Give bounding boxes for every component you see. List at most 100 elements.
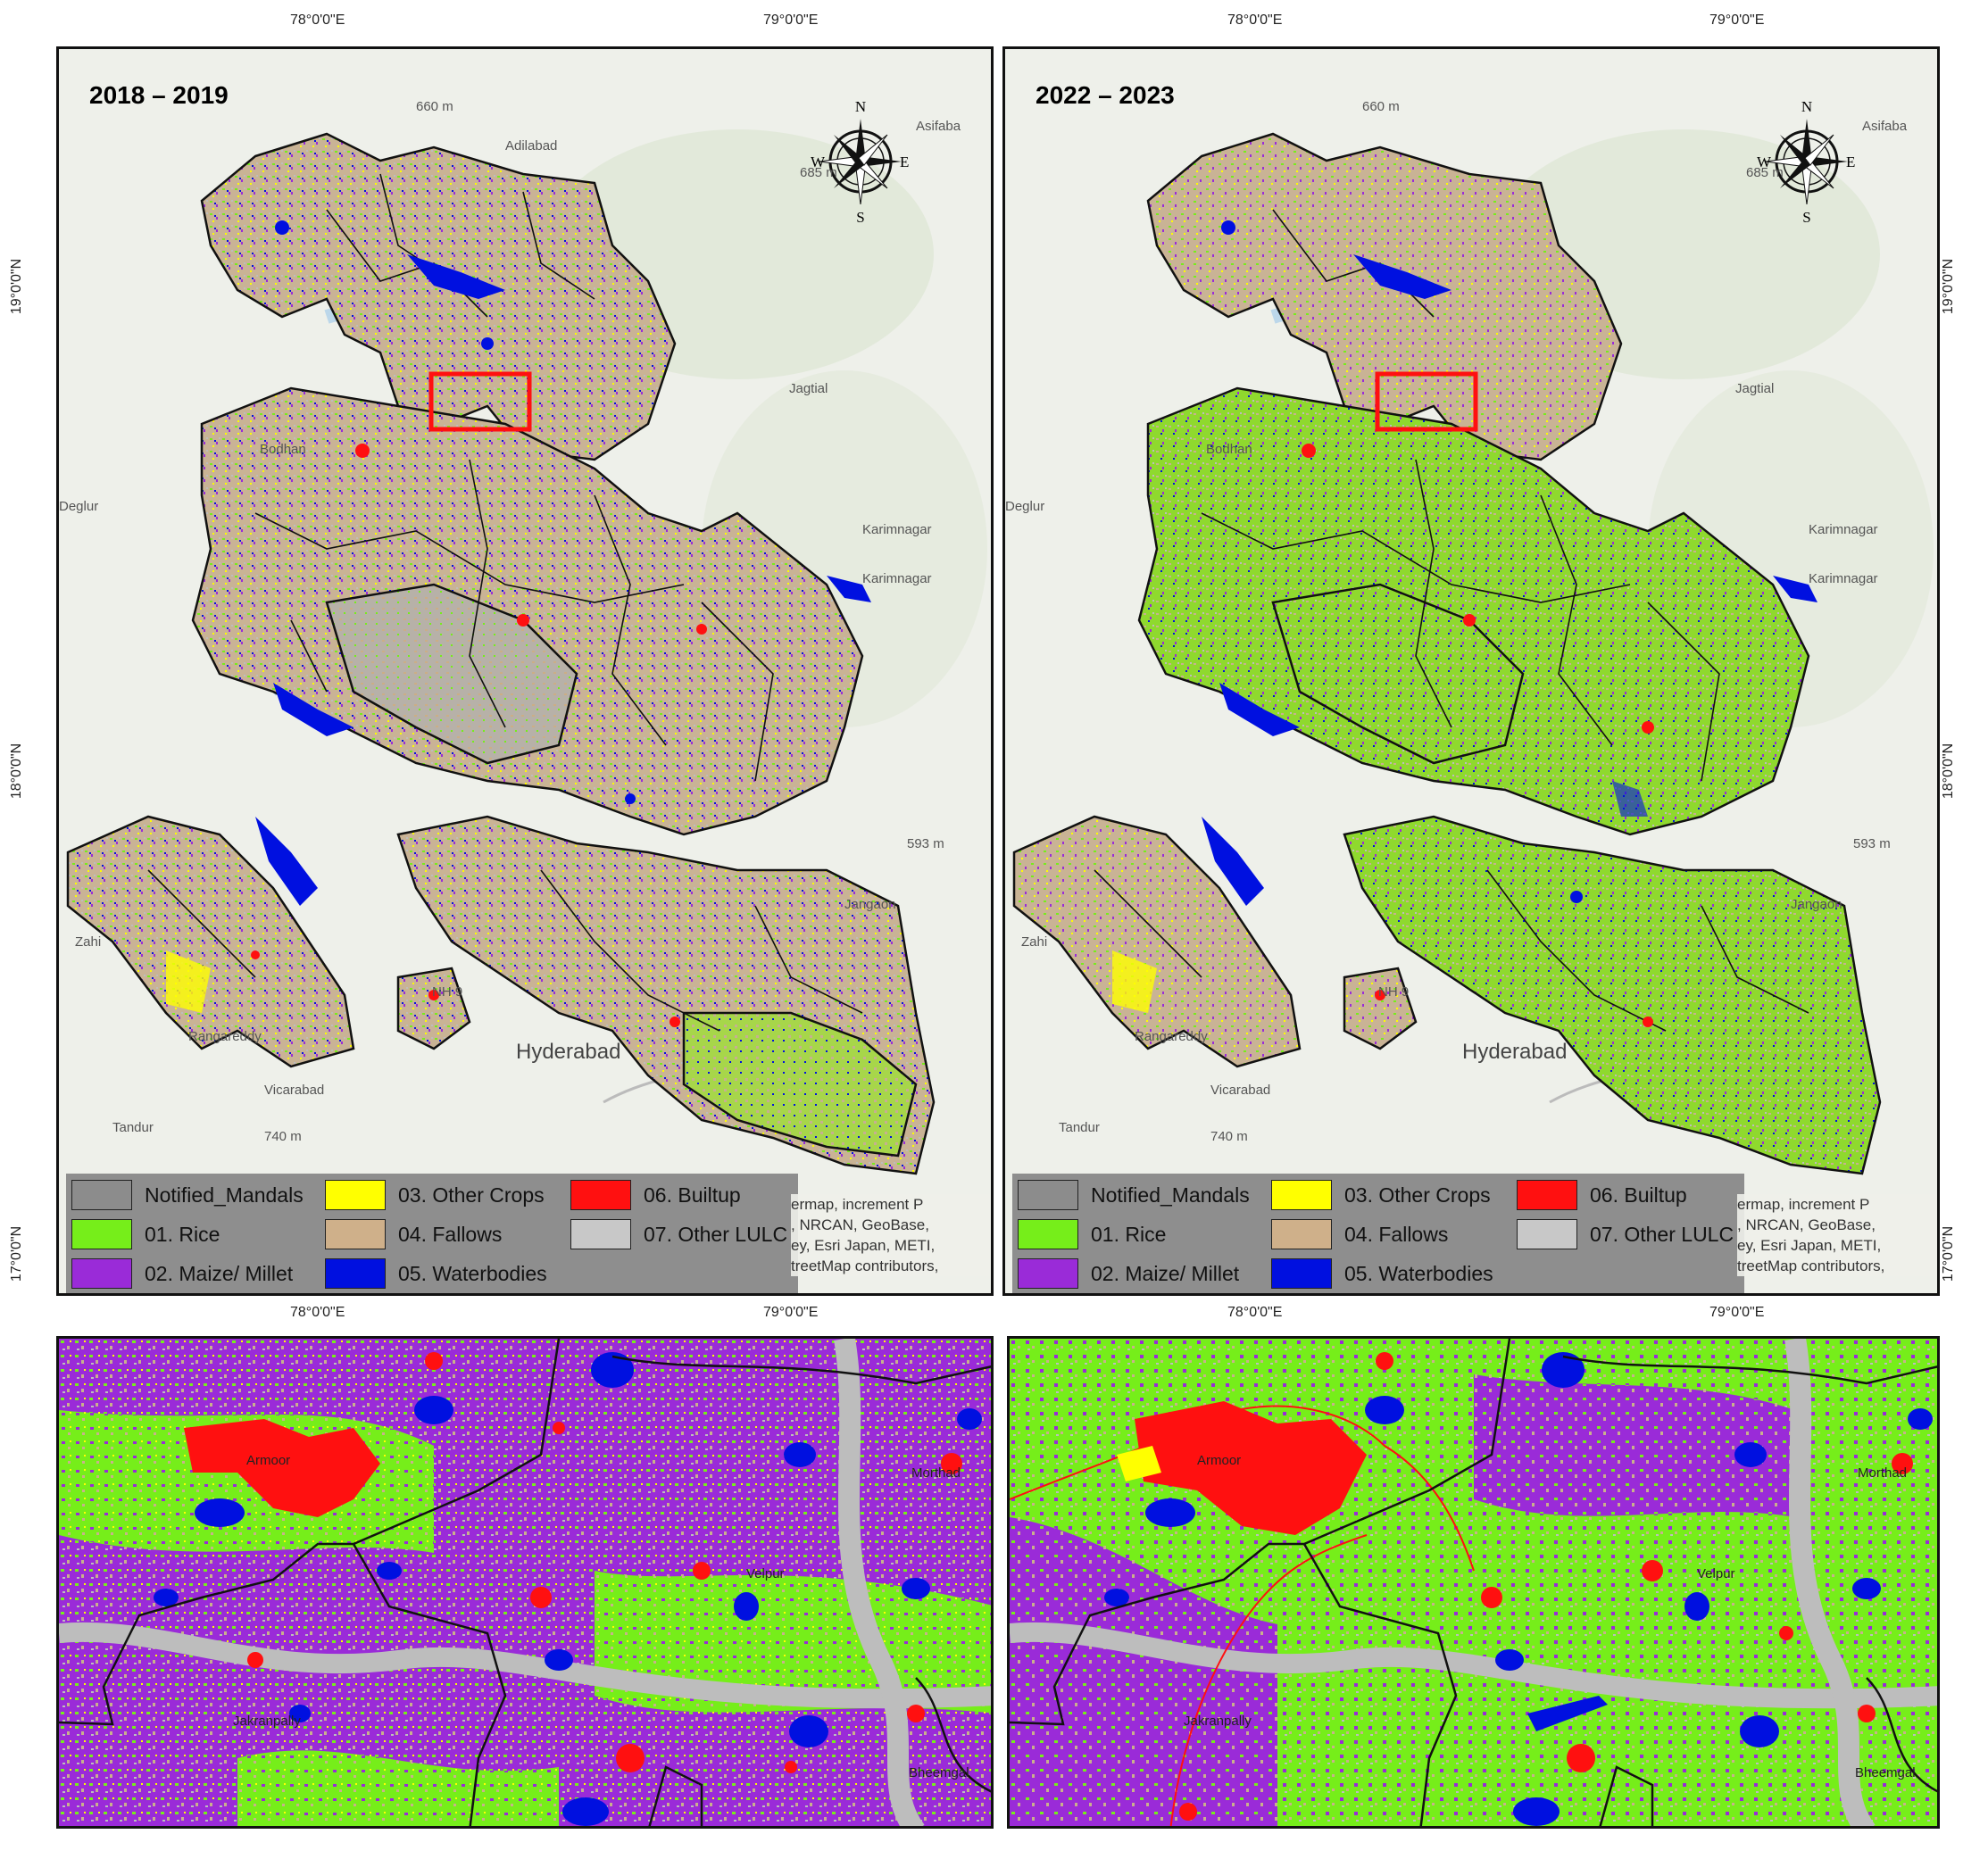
elevation-label: 660 m xyxy=(416,99,453,114)
svg-text:S: S xyxy=(856,209,864,224)
place-label: Jagtial xyxy=(789,381,828,396)
legend-item: 06. Builtup xyxy=(570,1177,741,1213)
place-label: Karimnagar xyxy=(862,522,932,537)
zoom-place-label: Morthad xyxy=(1858,1465,1908,1481)
legend-item: 01. Rice xyxy=(1018,1216,1166,1252)
lon-tick-label: 78°0'0"E xyxy=(1227,12,1283,28)
place-label: Deglur xyxy=(59,499,99,514)
legend-swatch xyxy=(1271,1219,1332,1249)
region-small-1 xyxy=(396,967,471,1050)
period-title: 2022 – 2023 xyxy=(1036,81,1175,109)
legend-swatch xyxy=(1018,1219,1078,1249)
elevation-label: 685 m xyxy=(1746,165,1784,180)
place-label: Asifaba xyxy=(1862,119,1908,134)
legend-item: Notified_Mandals xyxy=(71,1177,304,1213)
place-label: Adilabad xyxy=(505,138,558,154)
zoom-map-2022 xyxy=(1010,1339,1937,1826)
zoom-place-label: Armoor xyxy=(246,1453,291,1468)
zoom-place-label: Bheemgal xyxy=(1855,1765,1916,1780)
legend-item: 04. Fallows xyxy=(1271,1216,1448,1252)
lon-tick-label: 78°0'0"E xyxy=(290,12,345,28)
legend-item: 04. Fallows xyxy=(325,1216,502,1252)
place-label: Karimnagar xyxy=(1809,571,1878,586)
legend-item: 06. Builtup xyxy=(1517,1177,1687,1213)
place-label: Karimnagar xyxy=(1809,522,1878,537)
place-label: Zahi xyxy=(1021,934,1048,950)
legend-swatch xyxy=(1517,1219,1577,1249)
land-use-map-2018 xyxy=(59,49,991,1293)
elevation-label: 740 m xyxy=(1210,1129,1248,1144)
place-label: Rangareddy xyxy=(188,1029,262,1044)
place-label: Karimnagar xyxy=(862,571,932,586)
road-label: NH 9 xyxy=(1378,984,1410,1000)
legend-swatch xyxy=(1271,1180,1332,1210)
legend-swatch xyxy=(325,1180,386,1210)
lon-tick-label: 79°0'0"E xyxy=(763,1305,819,1320)
legend-item: 03. Other Crops xyxy=(325,1177,545,1213)
lon-tick-label: 78°0'0"E xyxy=(1227,1305,1283,1320)
zoom-place-label: Jakranpally xyxy=(233,1714,301,1729)
place-label: Bodhan xyxy=(260,442,306,457)
place-label: Tandur xyxy=(1059,1120,1100,1135)
place-label: Jangaon xyxy=(844,897,896,912)
map-attribution: ermap, increment P, NRCAN, GeoBase, ey, E… xyxy=(1737,1194,1937,1276)
lon-tick-label: 79°0'0"E xyxy=(1709,1305,1765,1320)
legend-item: 01. Rice xyxy=(71,1216,220,1252)
svg-text:N: N xyxy=(855,99,866,115)
elevation-label: 685 m xyxy=(800,165,837,180)
legend-swatch xyxy=(570,1180,631,1210)
legend-item: 03. Other Crops xyxy=(1271,1177,1491,1213)
place-label: Vicarabad xyxy=(264,1083,325,1098)
place-label: Asifaba xyxy=(916,119,961,134)
north-arrow-icon: N S W E xyxy=(807,99,914,224)
zoom-place-label: Velpur xyxy=(746,1566,785,1581)
legend-swatch xyxy=(71,1180,132,1210)
lon-tick-label: 78°0'0"E xyxy=(290,1305,345,1320)
lat-tick-label: 19°0'0"N xyxy=(9,258,25,315)
legend-swatch xyxy=(71,1219,132,1249)
map-attribution: ermap, increment P, NRCAN, GeoBase, ey, E… xyxy=(791,1194,991,1276)
lat-tick-label: 17°0'0"N xyxy=(9,1225,25,1282)
lat-tick-label: 17°0'0"N xyxy=(1941,1225,1957,1282)
elevation-label: 740 m xyxy=(264,1129,302,1144)
zoom-panel-2022[interactable]: Armoor Morthad Velpur Jakranpally Bheemg… xyxy=(1007,1336,1940,1829)
legend: Notified_Mandals 01. Rice 02. Maize/ Mil… xyxy=(1012,1174,1744,1293)
zoom-place-label: Jakranpally xyxy=(1184,1714,1252,1729)
region-southeast-rice xyxy=(682,1011,918,1158)
svg-text:W: W xyxy=(811,154,826,170)
road-label: NH 9 xyxy=(432,984,463,1000)
legend-item: 05. Waterbodies xyxy=(325,1256,547,1291)
legend-item: 02. Maize/ Millet xyxy=(1018,1256,1239,1291)
legend-swatch xyxy=(570,1219,631,1249)
svg-text:W: W xyxy=(1757,154,1772,170)
legend-swatch xyxy=(1018,1180,1078,1210)
lat-tick-label: 19°0'0"N xyxy=(1941,258,1957,315)
place-label: Jangaon xyxy=(1791,897,1842,912)
legend-swatch xyxy=(1018,1258,1078,1289)
period-title: 2018 – 2019 xyxy=(89,81,229,109)
place-label: Hyderabad xyxy=(516,1040,621,1064)
elevation-label: 660 m xyxy=(1362,99,1400,114)
lon-tick-label: 79°0'0"E xyxy=(1709,12,1765,28)
place-label: Hyderabad xyxy=(1462,1040,1568,1064)
zoom-map-2018 xyxy=(59,1339,991,1826)
legend-item: 07. Other LULC xyxy=(570,1216,787,1252)
place-label: Rangareddy xyxy=(1135,1029,1208,1044)
map-panel-2022[interactable]: 2022 – 2023 N S W E 660 m 685 m Asifaba … xyxy=(1002,46,1940,1296)
zoom-panel-2018[interactable]: Armoor Morthad Velpur Jakranpally Bheemg… xyxy=(56,1336,994,1829)
place-label: Vicarabad xyxy=(1210,1083,1271,1098)
place-label: Jagtial xyxy=(1735,381,1775,396)
lat-tick-label: 18°0'0"N xyxy=(9,743,25,800)
svg-text:N: N xyxy=(1801,99,1812,115)
zoom-place-label: Velpur xyxy=(1697,1566,1735,1581)
map-panel-2018[interactable]: 2018 – 2019 N S W E 660 m 685 m Asifaba … xyxy=(56,46,994,1296)
legend-swatch xyxy=(325,1258,386,1289)
land-use-map-2022 xyxy=(1005,49,1937,1293)
place-label: Bodhan xyxy=(1206,442,1252,457)
elevation-label: 593 m xyxy=(907,836,944,851)
zoom-place-label: Morthad xyxy=(911,1465,961,1481)
lat-tick-label: 18°0'0"N xyxy=(1941,743,1957,800)
legend-item: 05. Waterbodies xyxy=(1271,1256,1493,1291)
zoom-extent-box xyxy=(1375,371,1478,432)
place-label: Tandur xyxy=(112,1120,154,1135)
